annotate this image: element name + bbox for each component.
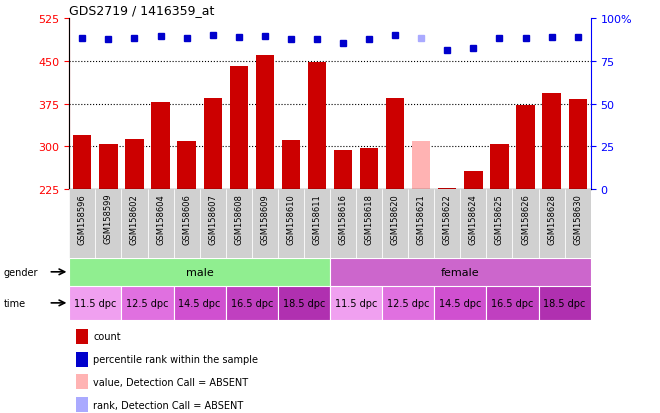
Text: GSM158616: GSM158616: [339, 193, 348, 244]
Text: female: female: [441, 267, 480, 277]
Bar: [486, 286, 539, 320]
Text: 14.5 dpc: 14.5 dpc: [439, 298, 482, 308]
Bar: [278, 286, 330, 320]
Text: GSM158602: GSM158602: [130, 193, 139, 244]
Bar: [330, 190, 356, 258]
Bar: [308, 63, 326, 190]
Bar: [69, 286, 121, 320]
Bar: [99, 144, 117, 190]
Text: GSM158628: GSM158628: [547, 193, 556, 244]
Bar: [486, 190, 513, 258]
Bar: [96, 190, 121, 258]
Bar: [334, 151, 352, 190]
Bar: [360, 148, 378, 190]
Bar: [203, 99, 222, 190]
Text: time: time: [3, 298, 26, 308]
Text: GSM158599: GSM158599: [104, 193, 113, 244]
Bar: [174, 190, 200, 258]
Text: GSM158609: GSM158609: [260, 193, 269, 244]
Bar: [226, 190, 252, 258]
Bar: [382, 190, 409, 258]
Text: percentile rank within the sample: percentile rank within the sample: [93, 354, 258, 364]
Bar: [226, 286, 278, 320]
Text: gender: gender: [3, 267, 38, 277]
Bar: [464, 171, 482, 190]
Bar: [539, 286, 591, 320]
Bar: [568, 100, 587, 190]
Text: 11.5 dpc: 11.5 dpc: [335, 298, 378, 308]
Bar: [200, 190, 226, 258]
Text: 12.5 dpc: 12.5 dpc: [387, 298, 430, 308]
Bar: [121, 286, 174, 320]
Bar: [516, 106, 535, 190]
Text: GSM158610: GSM158610: [286, 193, 296, 244]
Text: GSM158596: GSM158596: [78, 193, 87, 244]
Text: 18.5 dpc: 18.5 dpc: [543, 298, 586, 308]
Bar: [461, 190, 486, 258]
Bar: [382, 286, 434, 320]
Bar: [278, 190, 304, 258]
Bar: [178, 141, 196, 190]
Bar: [438, 188, 457, 190]
Text: GDS2719 / 1416359_at: GDS2719 / 1416359_at: [69, 5, 214, 17]
Bar: [490, 144, 509, 190]
Text: 12.5 dpc: 12.5 dpc: [126, 298, 169, 308]
Bar: [282, 140, 300, 190]
Bar: [434, 286, 486, 320]
Bar: [174, 286, 226, 320]
Bar: [121, 190, 148, 258]
Bar: [69, 190, 96, 258]
Text: GSM158604: GSM158604: [156, 193, 165, 244]
Text: male: male: [185, 267, 214, 277]
Text: GSM158622: GSM158622: [443, 193, 452, 244]
Bar: [151, 102, 170, 190]
Bar: [434, 190, 461, 258]
Bar: [304, 190, 330, 258]
Bar: [565, 190, 591, 258]
Bar: [330, 258, 591, 286]
Text: GSM158621: GSM158621: [416, 193, 426, 244]
Text: GSM158618: GSM158618: [364, 193, 374, 244]
Bar: [255, 56, 274, 190]
Bar: [148, 190, 174, 258]
Bar: [252, 190, 278, 258]
Bar: [513, 190, 539, 258]
Bar: [125, 140, 144, 190]
Text: GSM158611: GSM158611: [312, 193, 321, 244]
Text: GSM158607: GSM158607: [208, 193, 217, 244]
Text: GSM158606: GSM158606: [182, 193, 191, 244]
Bar: [539, 190, 565, 258]
Text: GSM158620: GSM158620: [391, 193, 400, 244]
Bar: [543, 94, 561, 190]
Text: GSM158626: GSM158626: [521, 193, 530, 244]
Text: GSM158625: GSM158625: [495, 193, 504, 244]
Text: 18.5 dpc: 18.5 dpc: [282, 298, 325, 308]
Text: 11.5 dpc: 11.5 dpc: [74, 298, 117, 308]
Text: GSM158630: GSM158630: [573, 193, 582, 244]
Text: GSM158608: GSM158608: [234, 193, 244, 244]
Text: 14.5 dpc: 14.5 dpc: [178, 298, 221, 308]
Text: 16.5 dpc: 16.5 dpc: [491, 298, 534, 308]
Bar: [330, 286, 382, 320]
Bar: [73, 136, 92, 190]
Bar: [386, 99, 405, 190]
Text: count: count: [93, 332, 121, 342]
Text: value, Detection Call = ABSENT: value, Detection Call = ABSENT: [93, 377, 248, 387]
Bar: [230, 67, 248, 190]
Bar: [412, 141, 430, 190]
Text: 16.5 dpc: 16.5 dpc: [230, 298, 273, 308]
Text: GSM158624: GSM158624: [469, 193, 478, 244]
Bar: [409, 190, 434, 258]
Bar: [69, 258, 330, 286]
Bar: [356, 190, 382, 258]
Text: rank, Detection Call = ABSENT: rank, Detection Call = ABSENT: [93, 400, 244, 410]
